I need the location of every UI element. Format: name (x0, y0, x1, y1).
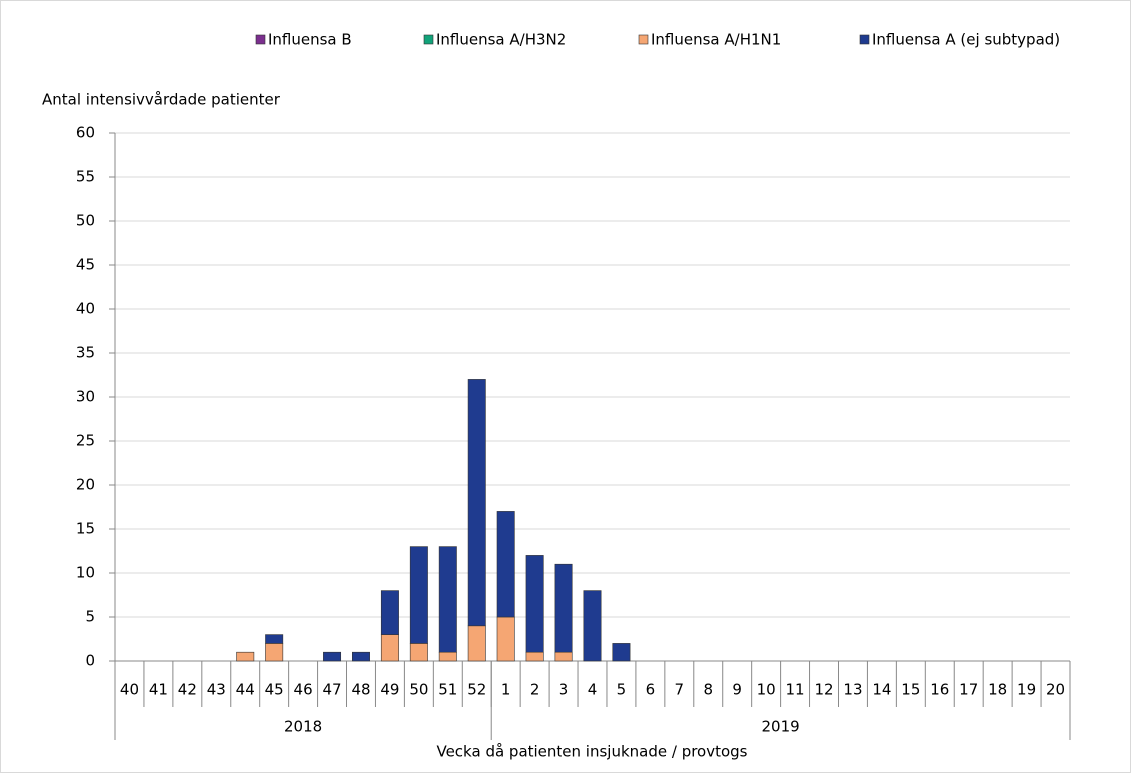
x-tick-label: 40 (120, 681, 139, 699)
group-label: 2019 (762, 718, 800, 736)
x-tick-label: 18 (988, 681, 1007, 699)
x-tick-label: 2 (530, 681, 540, 699)
bar-segment (525, 651, 544, 662)
bar-segment (438, 546, 457, 653)
bar-segment (265, 634, 284, 644)
bar-segment (380, 590, 399, 635)
bar-segment (236, 651, 255, 662)
x-tick-label: 41 (149, 681, 168, 699)
y-tick-label: 5 (85, 608, 95, 626)
legend-swatch (255, 34, 266, 45)
x-tick-label: 51 (438, 681, 457, 699)
bar-segment (467, 379, 486, 627)
y-tick-label: 50 (76, 212, 95, 230)
group-label: 2018 (284, 718, 322, 736)
x-tick-label: 8 (703, 681, 713, 699)
x-tick-label: 3 (559, 681, 569, 699)
legend-label: Influensa A/H3N2 (436, 31, 566, 49)
x-tick-label: 9 (732, 681, 742, 699)
x-tick-label: 50 (409, 681, 428, 699)
x-tick-label: 7 (675, 681, 685, 699)
x-tick-label: 4 (588, 681, 598, 699)
x-tick-label: 10 (757, 681, 776, 699)
bar-segment (438, 651, 457, 662)
legend-label: Influensa B (268, 31, 352, 49)
bar-segment (265, 643, 284, 662)
legend-label: Influensa A (ej subtypad) (872, 31, 1060, 49)
x-tick-label: 52 (467, 681, 486, 699)
y-tick-label: 15 (76, 520, 95, 538)
bar-segment (612, 643, 631, 662)
x-tick-label: 46 (294, 681, 313, 699)
y-axis-title: Antal intensivvårdade patienter (42, 91, 281, 109)
legend-swatch (859, 34, 870, 45)
x-tick-label: 5 (617, 681, 627, 699)
bar-segment (496, 616, 515, 662)
x-axis-title: Vecka då patienten insjuknade / provtogs (436, 743, 747, 761)
x-tick-label: 20 (1046, 681, 1065, 699)
bar-segment (554, 563, 573, 653)
x-tick-label: 49 (380, 681, 399, 699)
bar-segment (525, 555, 544, 653)
bar-segment (583, 590, 602, 662)
bar-segment (380, 634, 399, 662)
bar-segment (496, 511, 515, 618)
y-tick-label: 10 (76, 564, 95, 582)
x-tick-label: 48 (351, 681, 370, 699)
y-tick-label: 55 (76, 168, 95, 186)
bar-segment (409, 546, 428, 644)
bar-segment (467, 625, 486, 662)
legend-swatch (423, 34, 434, 45)
x-tick-label: 45 (265, 681, 284, 699)
x-tick-label: 11 (786, 681, 805, 699)
x-tick-label: 44 (236, 681, 255, 699)
y-tick-label: 45 (76, 256, 95, 274)
x-tick-label: 12 (814, 681, 833, 699)
y-tick-label: 35 (76, 344, 95, 362)
y-tick-label: 20 (76, 476, 95, 494)
y-tick-label: 30 (76, 388, 95, 406)
x-tick-label: 43 (207, 681, 226, 699)
bar-segment (554, 651, 573, 662)
legend-swatch (638, 34, 649, 45)
y-tick-label: 40 (76, 300, 95, 318)
x-tick-label: 42 (178, 681, 197, 699)
x-tick-label: 17 (959, 681, 978, 699)
legend-label: Influensa A/H1N1 (651, 31, 781, 49)
bar-segment (352, 651, 370, 662)
x-tick-label: 47 (322, 681, 341, 699)
y-tick-label: 25 (76, 432, 95, 450)
y-tick-label: 0 (85, 652, 95, 670)
y-tick-label: 60 (76, 124, 95, 142)
x-tick-label: 1 (501, 681, 511, 699)
x-tick-label: 14 (872, 681, 891, 699)
x-tick-label: 19 (1017, 681, 1036, 699)
bar-segment (409, 643, 428, 662)
bar-segment (323, 651, 342, 662)
x-tick-label: 16 (930, 681, 949, 699)
x-tick-label: 6 (646, 681, 656, 699)
x-tick-label: 15 (901, 681, 920, 699)
x-tick-label: 13 (843, 681, 862, 699)
